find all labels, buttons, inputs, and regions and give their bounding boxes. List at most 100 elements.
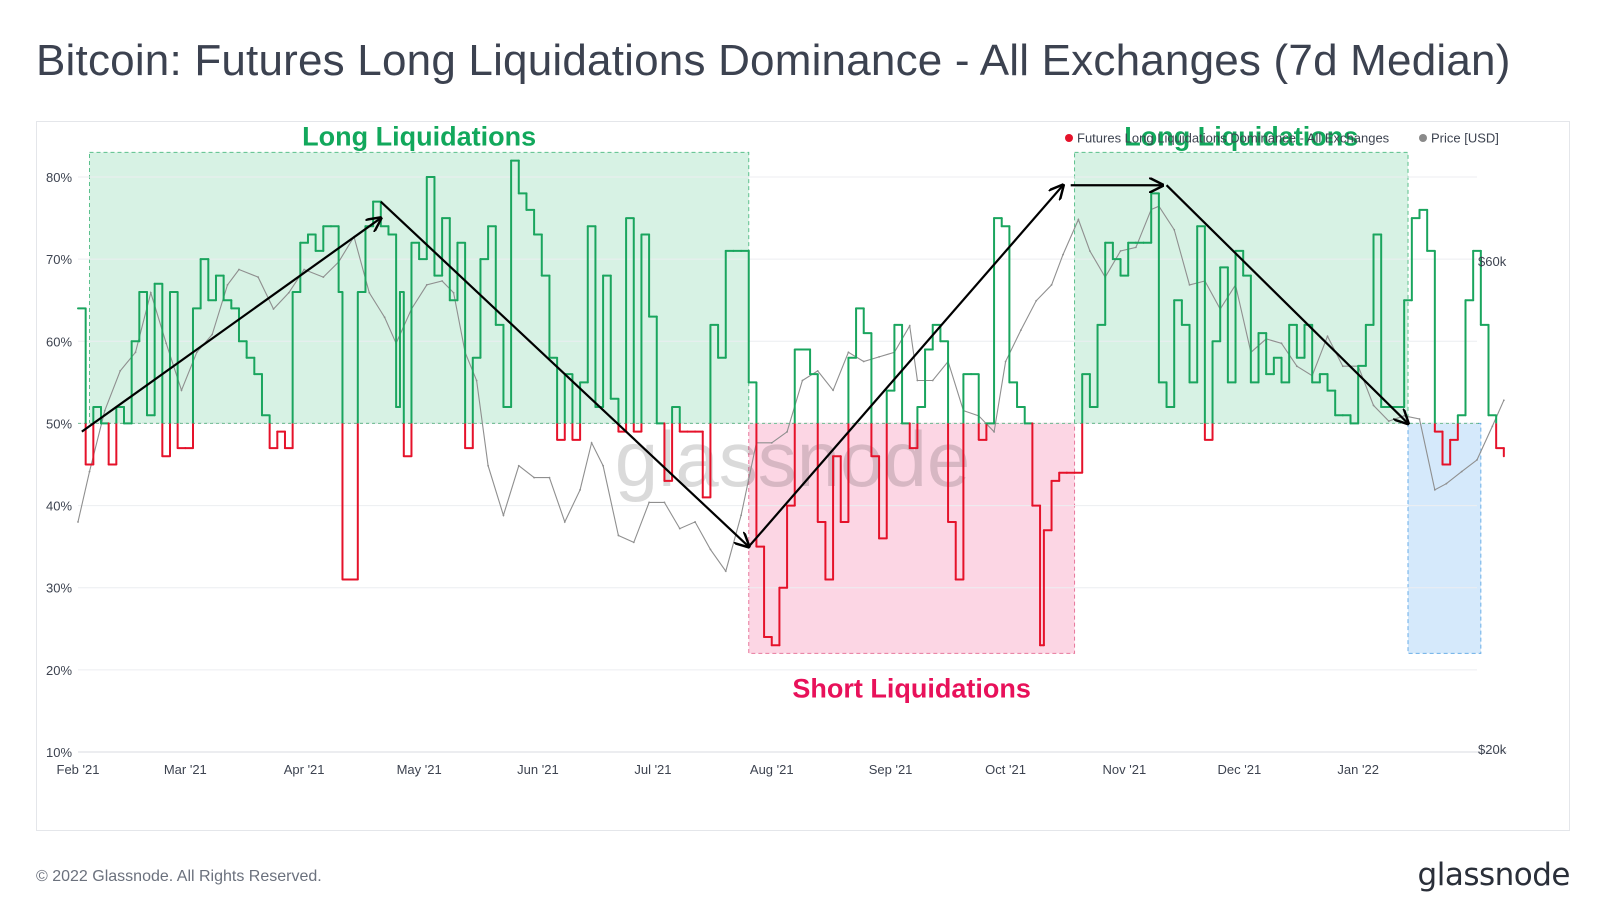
region-blue-3 xyxy=(1407,422,1482,654)
price-point xyxy=(1433,488,1436,491)
price-point xyxy=(602,464,605,467)
price-point xyxy=(931,379,934,382)
page-title: Bitcoin: Futures Long Liquidations Domin… xyxy=(36,36,1511,85)
x-tick-label: May '21 xyxy=(397,762,442,777)
x-tick-label: Jun '21 xyxy=(517,762,559,777)
price-point xyxy=(1403,414,1406,417)
price-point xyxy=(1062,253,1064,256)
price-point xyxy=(694,521,696,523)
price-point xyxy=(1035,299,1038,302)
chart-svg: glassnode 10% 20% 30% 40% 50% 60% 70% 80% $20k $6… xyxy=(46,122,1507,777)
y-right-tick-label: $60k xyxy=(1478,254,1507,269)
x-tick-label: Apr '21 xyxy=(284,762,325,777)
x-tick-label: Feb '21 xyxy=(57,762,100,777)
price-point xyxy=(916,379,919,382)
price-point xyxy=(663,501,666,504)
price-point xyxy=(211,333,214,336)
y-right-tick-label: $20k xyxy=(1478,742,1507,757)
price-point xyxy=(452,291,455,294)
trend-arrow xyxy=(1165,184,1408,423)
y-tick-label: 40% xyxy=(46,499,72,514)
x-tick-label: Dec '21 xyxy=(1218,762,1262,777)
price-point xyxy=(1088,250,1091,252)
price-point xyxy=(238,268,240,271)
price-point xyxy=(1077,218,1080,221)
y-tick-label: 70% xyxy=(46,252,72,267)
price-point xyxy=(740,514,742,517)
price-point xyxy=(801,379,804,382)
price-point xyxy=(180,389,183,392)
price-point xyxy=(533,476,536,479)
y-tick-label: 80% xyxy=(46,170,72,185)
price-point xyxy=(1019,329,1022,332)
x-tick-label: Sep '21 xyxy=(869,762,913,777)
price-point xyxy=(563,521,566,523)
x-tick-label: Jul '21 xyxy=(634,762,671,777)
price-point xyxy=(88,470,91,473)
region-pink-1 xyxy=(748,422,1076,654)
price-point xyxy=(1502,399,1505,402)
y-tick-label: 50% xyxy=(46,416,72,431)
price-point xyxy=(1188,283,1191,286)
x-tick-label: Nov '21 xyxy=(1103,762,1147,777)
price-point xyxy=(134,351,137,354)
legend-label-price: Price [USD] xyxy=(1431,131,1499,146)
region-label: Long Liquidations xyxy=(302,122,536,151)
price-point xyxy=(1372,404,1375,407)
price-point xyxy=(425,283,428,286)
copyright-text: © 2022 Glassnode. All Rights Reserved. xyxy=(36,868,322,885)
axes: 10% 20% 30% 40% 50% 60% 70% 80% $20k $60k Feb '21 M… xyxy=(46,170,1507,777)
watermark-layer: glassnode xyxy=(615,415,971,503)
price-point xyxy=(1119,250,1122,252)
price-point xyxy=(617,534,620,537)
y-tick-label: 10% xyxy=(46,745,72,760)
region-green-0 xyxy=(88,151,750,424)
price-point xyxy=(322,276,325,279)
price-point xyxy=(119,370,122,372)
region-label: Long Liquidations xyxy=(1124,122,1358,151)
price-point xyxy=(1418,418,1421,420)
trend-arrow xyxy=(81,218,381,433)
price-point xyxy=(832,389,834,392)
price-point xyxy=(1445,482,1448,485)
x-tick-label: Aug '21 xyxy=(750,762,794,777)
price-point xyxy=(678,527,681,530)
price-point xyxy=(648,501,650,504)
price-point xyxy=(1476,458,1478,461)
price-point xyxy=(195,351,198,354)
chart-panel: glassnode 10% 20% 30% 40% 50% 60% 70% 80% $20k $6… xyxy=(36,121,1570,831)
price-point xyxy=(847,351,850,354)
y-tick-label: 30% xyxy=(46,581,72,596)
price-point xyxy=(487,464,490,467)
price-point xyxy=(226,283,229,286)
y-tick-label: 20% xyxy=(46,663,72,678)
price-point xyxy=(272,308,275,310)
price-point xyxy=(786,430,788,433)
x-tick-label: Jan '22 xyxy=(1337,762,1379,777)
price-point xyxy=(862,360,865,363)
price-point xyxy=(579,488,582,491)
legend-marker-price xyxy=(1419,134,1427,142)
price-point xyxy=(1050,283,1053,286)
price-point xyxy=(368,291,371,294)
price-point xyxy=(770,441,773,444)
legend: Price [USD] Futures Long Liquidations Dom… xyxy=(1065,131,1499,146)
price-point xyxy=(1341,365,1344,368)
price-point xyxy=(1387,420,1390,422)
price-point xyxy=(257,276,260,279)
x-tick-label: Oct '21 xyxy=(985,762,1026,777)
trend-arrow xyxy=(747,185,1063,548)
legend-marker-dominance xyxy=(1065,134,1073,142)
price-point xyxy=(590,441,593,444)
price-point xyxy=(77,521,79,523)
price-point xyxy=(502,514,505,517)
price-point xyxy=(709,548,712,551)
price-point xyxy=(287,291,290,294)
price-point xyxy=(517,464,520,467)
price-point xyxy=(303,268,306,271)
price-point xyxy=(441,280,444,282)
annotation-regions xyxy=(88,151,1482,654)
legend-label-dominance: Futures Long Liquidations Dominance - Al… xyxy=(1077,131,1390,146)
dominance-series-layer xyxy=(77,159,1505,647)
price-point xyxy=(149,291,152,294)
